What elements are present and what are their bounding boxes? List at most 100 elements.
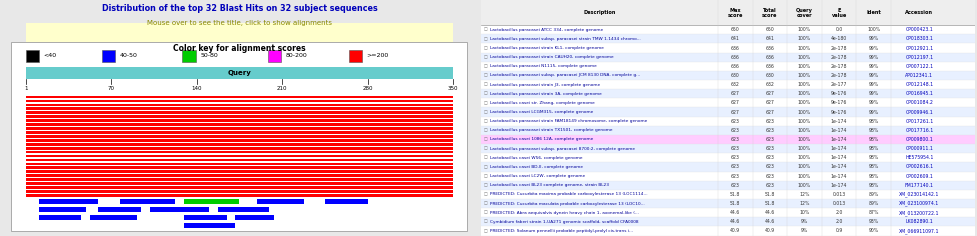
- Text: Query: Query: [228, 70, 251, 76]
- Text: 2.0: 2.0: [835, 210, 843, 215]
- FancyBboxPatch shape: [481, 107, 975, 117]
- Text: 98%: 98%: [869, 173, 879, 179]
- Text: PREDICTED: Cucurbita maculata probable carboxylesterase 13 (LOC10...: PREDICTED: Cucurbita maculata probable c…: [489, 202, 645, 206]
- Text: XM_023100974.1: XM_023100974.1: [899, 201, 940, 206]
- Text: 0.9: 0.9: [835, 228, 843, 233]
- FancyBboxPatch shape: [235, 215, 274, 220]
- FancyBboxPatch shape: [99, 207, 141, 212]
- Text: 650: 650: [766, 27, 775, 32]
- Text: □: □: [484, 37, 487, 41]
- Text: 90%: 90%: [869, 228, 879, 233]
- Text: 636: 636: [731, 55, 740, 60]
- Text: 100%: 100%: [798, 119, 811, 124]
- Text: 1e-174: 1e-174: [830, 137, 847, 142]
- Text: Query
cover: Query cover: [796, 8, 813, 18]
- Text: 623: 623: [731, 164, 740, 169]
- Text: 1e-174: 1e-174: [830, 164, 847, 169]
- Text: 641: 641: [731, 36, 740, 41]
- Text: 100%: 100%: [798, 164, 811, 169]
- Text: 89%: 89%: [869, 192, 879, 197]
- Text: 627: 627: [731, 110, 740, 114]
- Text: 44.6: 44.6: [765, 219, 775, 224]
- Text: 51.8: 51.8: [730, 201, 741, 206]
- FancyBboxPatch shape: [25, 123, 453, 126]
- Text: LK082890.1: LK082890.1: [906, 219, 933, 224]
- Text: □: □: [484, 156, 487, 160]
- Text: 100%: 100%: [798, 183, 811, 188]
- Text: Lactobacillus casei 1086 12A, complete genome: Lactobacillus casei 1086 12A, complete g…: [489, 138, 593, 142]
- Text: 100%: 100%: [798, 155, 811, 160]
- Text: 2e-178: 2e-178: [830, 73, 847, 78]
- FancyBboxPatch shape: [38, 207, 86, 212]
- FancyBboxPatch shape: [481, 71, 975, 80]
- FancyBboxPatch shape: [25, 151, 453, 153]
- Text: Lactobacillus casei W56, complete genome: Lactobacillus casei W56, complete genome: [489, 156, 582, 160]
- Text: 1e-174: 1e-174: [830, 119, 847, 124]
- Text: 623: 623: [731, 146, 740, 151]
- Text: Cymbidium faberi strain 1-UA271 genomic scaffold, scaffold CFA0008: Cymbidium faberi strain 1-UA271 genomic …: [489, 220, 638, 224]
- Text: Color key for alignment scores: Color key for alignment scores: [173, 44, 306, 53]
- Text: 100%: 100%: [798, 110, 811, 114]
- Text: 623: 623: [731, 137, 740, 142]
- FancyBboxPatch shape: [25, 104, 453, 106]
- Text: 636: 636: [731, 64, 740, 69]
- Text: 636: 636: [765, 64, 775, 69]
- FancyBboxPatch shape: [25, 194, 453, 197]
- Text: CP017716.1: CP017716.1: [906, 128, 934, 133]
- Text: CP000911.1: CP000911.1: [906, 146, 933, 151]
- FancyBboxPatch shape: [481, 208, 975, 217]
- Text: 98%: 98%: [869, 164, 879, 169]
- Text: >=200: >=200: [366, 53, 389, 58]
- Text: 2e-178: 2e-178: [830, 55, 847, 60]
- Text: 44.6: 44.6: [730, 219, 741, 224]
- Text: 98%: 98%: [869, 119, 879, 124]
- Text: 1e-174: 1e-174: [830, 173, 847, 179]
- Text: □: □: [484, 128, 487, 132]
- Text: CP007122.1: CP007122.1: [906, 64, 933, 69]
- FancyBboxPatch shape: [25, 147, 453, 150]
- FancyBboxPatch shape: [481, 226, 975, 236]
- Text: 40.9: 40.9: [730, 228, 741, 233]
- FancyBboxPatch shape: [25, 186, 453, 189]
- Text: PREDICTED: Solanum pennellii probable peptidyl-prolyl cis-trans i...: PREDICTED: Solanum pennellii probable pe…: [489, 229, 633, 233]
- FancyBboxPatch shape: [25, 131, 453, 134]
- Text: 636: 636: [765, 55, 775, 60]
- FancyBboxPatch shape: [184, 215, 227, 220]
- Text: Lactobacillus paracasei strain KL1, complete genome: Lactobacillus paracasei strain KL1, comp…: [489, 46, 604, 50]
- FancyBboxPatch shape: [349, 50, 361, 62]
- Text: Mouse over to see the title, click to show alignments: Mouse over to see the title, click to sh…: [147, 20, 332, 26]
- Text: □: □: [484, 229, 487, 233]
- Text: Lactobacillus paracasei strain TX1501, complete genome: Lactobacillus paracasei strain TX1501, c…: [489, 128, 613, 132]
- Text: CP012921.1: CP012921.1: [906, 46, 933, 51]
- Text: 100%: 100%: [798, 173, 811, 179]
- Text: CP009946.1: CP009946.1: [906, 110, 933, 114]
- Text: CP012148.1: CP012148.1: [906, 82, 933, 87]
- Text: 40-50: 40-50: [120, 53, 138, 58]
- Text: 1e-174: 1e-174: [830, 146, 847, 151]
- FancyBboxPatch shape: [25, 166, 453, 169]
- Text: Max
score: Max score: [728, 8, 743, 18]
- Text: □: □: [484, 138, 487, 142]
- Text: CP016945.1: CP016945.1: [906, 91, 933, 96]
- Text: 44.6: 44.6: [765, 210, 775, 215]
- Text: 100%: 100%: [798, 73, 811, 78]
- Text: FM177140.1: FM177140.1: [905, 183, 934, 188]
- FancyBboxPatch shape: [38, 199, 99, 204]
- Text: CP012197.1: CP012197.1: [906, 55, 933, 60]
- Text: 280: 280: [362, 86, 373, 91]
- FancyBboxPatch shape: [25, 155, 453, 157]
- Text: 100%: 100%: [798, 64, 811, 69]
- Text: □: □: [484, 165, 487, 169]
- FancyBboxPatch shape: [25, 127, 453, 130]
- Text: 623: 623: [765, 164, 775, 169]
- FancyBboxPatch shape: [481, 43, 975, 53]
- Text: 630: 630: [731, 73, 740, 78]
- Text: 0.013: 0.013: [832, 201, 846, 206]
- Text: CP002609.1: CP002609.1: [906, 173, 933, 179]
- Text: Lactobacillus casei BD-II, complete genome: Lactobacillus casei BD-II, complete geno…: [489, 165, 582, 169]
- FancyBboxPatch shape: [25, 96, 453, 98]
- FancyBboxPatch shape: [25, 23, 453, 43]
- FancyBboxPatch shape: [481, 80, 975, 89]
- FancyBboxPatch shape: [481, 89, 975, 98]
- Text: 44.6: 44.6: [730, 210, 741, 215]
